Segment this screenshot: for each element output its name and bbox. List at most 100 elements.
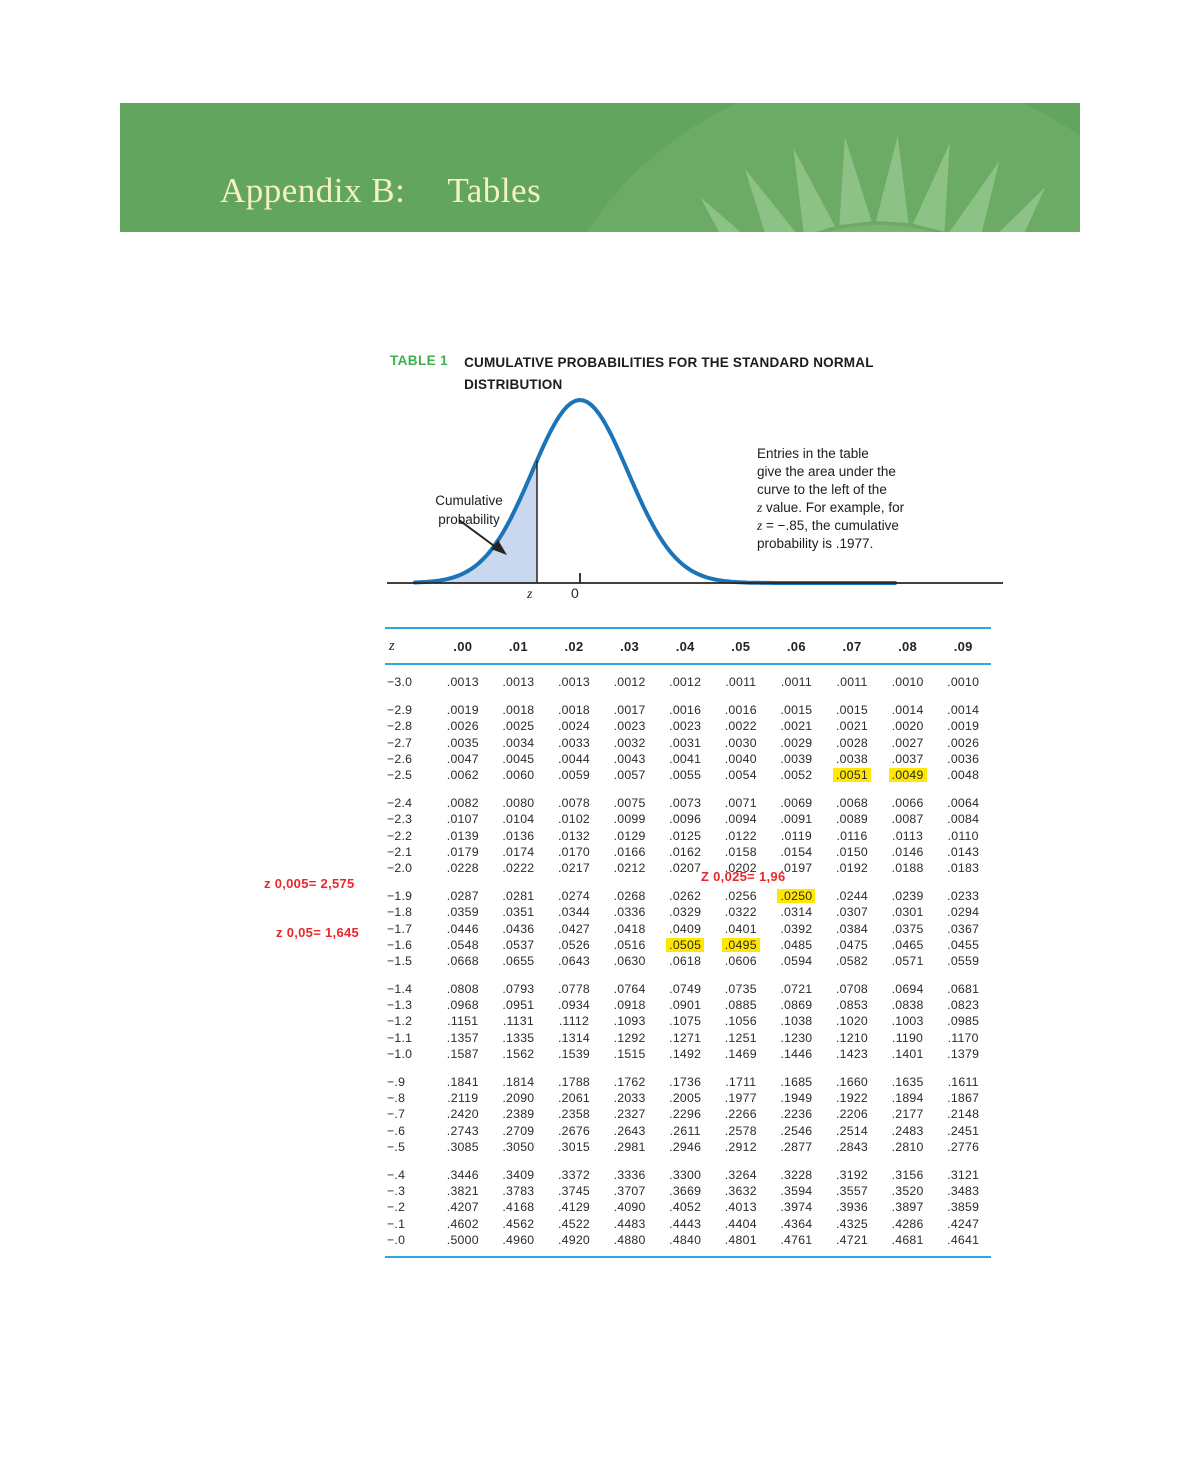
probability-cell: .2776	[947, 1139, 980, 1154]
note-line: give the area under the	[757, 463, 896, 479]
probability-cell: .0027	[891, 735, 924, 750]
probability-cell: .0055	[669, 768, 702, 783]
z-value-cell: −.3	[387, 1184, 406, 1199]
probability-cell: .2676	[557, 1123, 590, 1138]
probability-cell: .0011	[725, 675, 757, 690]
probability-cell: .1230	[780, 1030, 813, 1045]
probability-cell: .0174	[502, 844, 535, 859]
probability-cell: .4761	[780, 1232, 813, 1247]
probability-cell: .0307	[835, 905, 868, 920]
table-row-group: −2.4 .0082 .0080 .0078 .0075 .0073 .0071 .0069.…	[385, 795, 991, 876]
probability-cell: .0054	[724, 768, 757, 783]
probability-cell: .4522	[557, 1216, 590, 1231]
table-caption: TABLE 1 CUMULATIVE PROBABILITIES FOR THE…	[390, 352, 970, 395]
probability-cell: .0013	[557, 675, 590, 690]
probability-cell: .0089	[835, 812, 868, 827]
z-value-cell: −.1	[387, 1216, 406, 1231]
z-value-cell: −1.6	[387, 937, 413, 952]
probability-cell: .0044	[557, 751, 590, 766]
probability-cell: .3783	[502, 1184, 535, 1199]
table-title: CUMULATIVE PROBABILITIES FOR THE STANDAR…	[464, 352, 874, 395]
sunburst-ray	[744, 168, 796, 232]
probability-cell: .0301	[891, 905, 924, 920]
page-title-tables: Tables	[447, 171, 542, 210]
probability-cell: .4325	[835, 1216, 868, 1231]
probability-cell: .4483	[613, 1216, 646, 1231]
probability-cell: .0192	[835, 860, 868, 875]
probability-cell: .1112	[558, 1014, 590, 1029]
annotation-z-0005: z 0,005= 2,575	[264, 876, 355, 891]
probability-cell: .0516	[613, 937, 646, 952]
probability-cell: .3557	[835, 1184, 868, 1199]
probability-cell: .0016	[669, 703, 702, 718]
probability-cell: .1210	[835, 1030, 868, 1045]
probability-cell: .1635	[891, 1075, 924, 1090]
probability-cell: .2946	[669, 1139, 702, 1154]
table-row: −.8 .2119 .2090 .2061 .2033 .2005 .1977 .1949 .1…	[385, 1090, 991, 1106]
probability-cell: .4960	[502, 1232, 535, 1247]
probability-cell: .1190	[892, 1030, 924, 1045]
probability-cell: .1469	[724, 1046, 757, 1061]
z-value-cell: −1.9	[387, 889, 413, 904]
column-header: .04	[675, 638, 695, 654]
probability-cell: .0035	[446, 735, 479, 750]
probability-cell: .0170	[557, 844, 590, 859]
probability-cell: .1841	[446, 1075, 479, 1090]
probability-cell: .3821	[446, 1184, 479, 1199]
appendix-banner: Appendix B: Tables	[120, 103, 1080, 232]
probability-cell: .0618	[669, 953, 702, 968]
probability-cell: .0708	[835, 982, 868, 997]
probability-cell: .0409	[669, 921, 702, 936]
table-row: −1.6 .0548 .0537 .0526 .0516 .0505 .0495 .0485.…	[385, 937, 991, 953]
table-row: −2.8 .0026 .0025 .0024 .0023 .0023 .0022 .0021.…	[385, 718, 991, 734]
probability-cell: .0113	[892, 828, 924, 843]
probability-cell: .1660	[835, 1075, 868, 1090]
probability-cell: .1271	[669, 1030, 702, 1045]
z-value-cell: −.6	[387, 1123, 406, 1138]
probability-cell: .3085	[446, 1139, 479, 1154]
probability-cell: .0080	[502, 796, 535, 811]
probability-cell: .0559	[947, 953, 980, 968]
probability-cell: .0367	[947, 921, 980, 936]
probability-cell: .0207	[669, 860, 702, 875]
probability-cell: .1539	[557, 1046, 590, 1061]
probability-cell: .0446	[446, 921, 479, 936]
probability-cell: .0019	[446, 703, 479, 718]
table-row: −1.3 .0968 .0951 .0934 .0918 .0901 .0885 .0869.…	[385, 997, 991, 1013]
table-row-group: −3.0 .0013 .0013 .0013 .0012 .0012 .0011 .0011.…	[385, 674, 991, 690]
probability-cell: .0735	[724, 982, 757, 997]
probability-cell: .4920	[557, 1232, 590, 1247]
z-value-cell: −1.2	[387, 1014, 413, 1029]
probability-cell: .0436	[502, 921, 535, 936]
probability-cell: .4013	[724, 1200, 757, 1215]
z-value-cell: −.9	[387, 1075, 406, 1090]
probability-cell: .0026	[947, 735, 980, 750]
probability-cell: .0985	[947, 1014, 980, 1029]
table-row: −3.0 .0013 .0013 .0013 .0012 .0012 .0011 .0011.…	[385, 674, 991, 690]
table-title-line2: DISTRIBUTION	[464, 376, 563, 392]
z-value-cell: −2.2	[387, 828, 413, 843]
probability-cell: .0465	[891, 937, 924, 952]
probability-cell: .3264	[724, 1167, 757, 1182]
probability-cell: .0051	[824, 768, 880, 783]
highlighted-probability-cell: .0495	[721, 937, 760, 952]
probability-cell: .2236	[780, 1107, 813, 1122]
cumulative-probability-label: Cumulative probability	[413, 492, 525, 530]
z-value-cell: −2.0	[387, 860, 413, 875]
probability-cell: .0681	[947, 982, 980, 997]
probability-cell: .1401	[891, 1046, 924, 1061]
table-row: −2.7 .0035 .0034 .0033 .0032 .0031 .0030 .0029.…	[385, 735, 991, 751]
probability-cell: .1711	[725, 1075, 757, 1090]
table-row-group: −2.9 .0019 .0018 .0018 .0017 .0016 .0016 .0015.…	[385, 702, 991, 783]
probability-cell: .4207	[446, 1200, 479, 1215]
probability-cell: .1151	[447, 1014, 479, 1029]
probability-cell: .0869	[780, 998, 813, 1013]
z-value-cell: −.8	[387, 1091, 406, 1106]
probability-cell: .0099	[613, 812, 646, 827]
probability-cell: .3192	[835, 1167, 868, 1182]
probability-cell: .0537	[502, 937, 535, 952]
probability-cell: .0104	[502, 812, 535, 827]
probability-cell: .1423	[835, 1046, 868, 1061]
normal-curve-figure: Cumulative probability z 0 Entries in th…	[385, 393, 1005, 611]
column-header: .09	[953, 638, 973, 654]
